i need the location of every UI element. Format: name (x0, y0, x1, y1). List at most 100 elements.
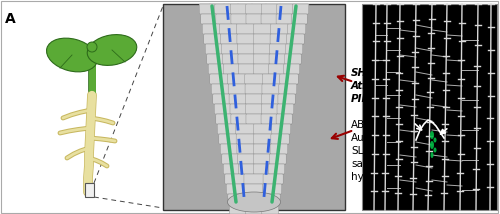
FancyBboxPatch shape (230, 204, 246, 214)
FancyBboxPatch shape (280, 74, 298, 84)
FancyBboxPatch shape (224, 164, 240, 174)
FancyBboxPatch shape (278, 94, 295, 104)
FancyBboxPatch shape (224, 64, 240, 74)
FancyBboxPatch shape (213, 94, 230, 104)
FancyBboxPatch shape (262, 204, 278, 214)
FancyBboxPatch shape (262, 94, 279, 104)
FancyBboxPatch shape (216, 14, 232, 24)
FancyBboxPatch shape (244, 174, 264, 184)
FancyBboxPatch shape (202, 24, 220, 34)
FancyBboxPatch shape (225, 174, 245, 184)
Ellipse shape (228, 192, 280, 212)
FancyBboxPatch shape (231, 14, 247, 24)
FancyBboxPatch shape (246, 204, 262, 214)
FancyBboxPatch shape (238, 54, 254, 64)
FancyBboxPatch shape (200, 4, 216, 14)
FancyBboxPatch shape (228, 194, 246, 204)
FancyBboxPatch shape (214, 104, 231, 114)
FancyBboxPatch shape (254, 164, 270, 174)
FancyBboxPatch shape (210, 74, 229, 84)
FancyBboxPatch shape (219, 134, 237, 144)
Bar (362, 4, 497, 210)
FancyBboxPatch shape (218, 124, 236, 134)
FancyBboxPatch shape (231, 114, 247, 124)
FancyBboxPatch shape (236, 124, 255, 134)
FancyBboxPatch shape (262, 74, 280, 84)
FancyBboxPatch shape (208, 64, 224, 74)
FancyBboxPatch shape (284, 64, 300, 74)
Text: ABA: ABA (351, 120, 372, 130)
Text: hypoxia: hypoxia (351, 172, 392, 182)
FancyBboxPatch shape (262, 194, 280, 204)
FancyBboxPatch shape (207, 54, 224, 64)
FancyBboxPatch shape (206, 44, 222, 54)
FancyBboxPatch shape (263, 174, 283, 184)
Ellipse shape (434, 147, 436, 153)
FancyBboxPatch shape (261, 14, 277, 24)
FancyBboxPatch shape (238, 64, 254, 74)
FancyBboxPatch shape (237, 144, 254, 154)
FancyBboxPatch shape (270, 144, 287, 154)
Text: Auxin: Auxin (351, 133, 380, 143)
Text: SLs: SLs (351, 146, 369, 156)
FancyBboxPatch shape (204, 34, 222, 44)
FancyBboxPatch shape (254, 64, 270, 74)
FancyBboxPatch shape (270, 24, 288, 34)
FancyBboxPatch shape (270, 154, 286, 164)
Ellipse shape (87, 35, 137, 65)
Ellipse shape (430, 152, 434, 158)
FancyBboxPatch shape (286, 44, 302, 54)
FancyBboxPatch shape (254, 124, 272, 134)
Bar (163, 4, 345, 210)
FancyBboxPatch shape (246, 4, 262, 14)
FancyBboxPatch shape (244, 184, 264, 194)
FancyBboxPatch shape (268, 164, 284, 174)
FancyBboxPatch shape (238, 154, 254, 164)
FancyBboxPatch shape (262, 184, 281, 194)
FancyBboxPatch shape (276, 14, 292, 24)
FancyBboxPatch shape (237, 34, 254, 44)
FancyBboxPatch shape (262, 84, 280, 94)
Polygon shape (199, 4, 309, 210)
FancyBboxPatch shape (268, 64, 284, 74)
FancyBboxPatch shape (261, 4, 278, 14)
FancyBboxPatch shape (236, 24, 254, 34)
FancyBboxPatch shape (230, 4, 247, 14)
FancyBboxPatch shape (279, 84, 296, 94)
FancyBboxPatch shape (292, 4, 308, 14)
FancyBboxPatch shape (270, 44, 286, 54)
FancyBboxPatch shape (270, 34, 287, 44)
FancyBboxPatch shape (220, 34, 238, 44)
FancyBboxPatch shape (222, 54, 239, 64)
Text: SHY2: SHY2 (351, 68, 382, 78)
FancyBboxPatch shape (277, 104, 293, 114)
FancyBboxPatch shape (254, 154, 270, 164)
FancyBboxPatch shape (220, 144, 238, 154)
FancyBboxPatch shape (254, 44, 270, 54)
Ellipse shape (434, 138, 436, 143)
FancyBboxPatch shape (246, 104, 262, 114)
FancyBboxPatch shape (238, 164, 254, 174)
FancyBboxPatch shape (230, 104, 246, 114)
FancyBboxPatch shape (271, 134, 289, 144)
FancyBboxPatch shape (228, 74, 246, 84)
Ellipse shape (46, 38, 98, 72)
FancyBboxPatch shape (284, 54, 301, 64)
FancyBboxPatch shape (229, 94, 246, 104)
FancyBboxPatch shape (228, 84, 246, 94)
FancyBboxPatch shape (254, 34, 271, 44)
Ellipse shape (87, 42, 97, 52)
FancyBboxPatch shape (238, 44, 254, 54)
FancyBboxPatch shape (201, 14, 217, 24)
FancyBboxPatch shape (254, 144, 271, 154)
FancyBboxPatch shape (245, 194, 263, 204)
Ellipse shape (430, 131, 434, 139)
FancyBboxPatch shape (222, 44, 238, 54)
Text: B: B (364, 12, 374, 26)
FancyBboxPatch shape (254, 134, 272, 144)
FancyBboxPatch shape (245, 74, 263, 84)
FancyBboxPatch shape (272, 124, 290, 134)
FancyBboxPatch shape (254, 24, 272, 34)
FancyBboxPatch shape (236, 134, 255, 144)
FancyBboxPatch shape (262, 104, 278, 114)
